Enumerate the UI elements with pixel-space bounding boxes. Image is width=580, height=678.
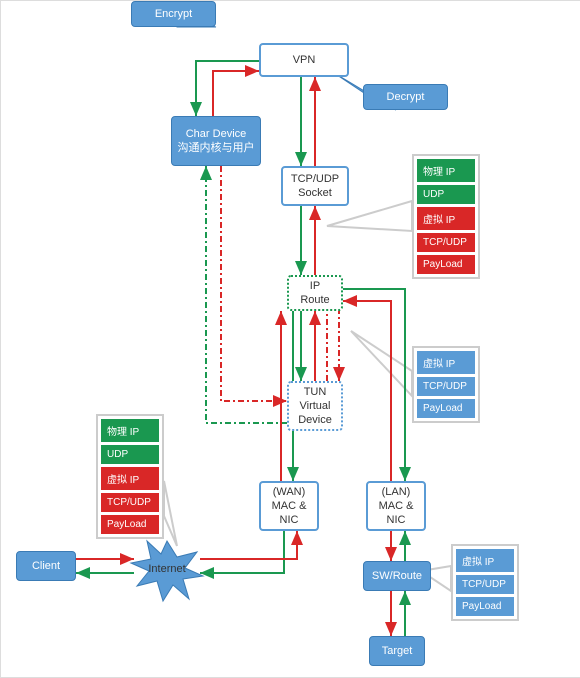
decrypt-label: Decrypt — [387, 90, 425, 104]
stack-item: 虚拟 IP — [417, 351, 475, 374]
node-wan: (WAN) MAC & NIC — [259, 481, 319, 531]
stack-2: 虚拟 IP TCP/UDP PayLoad — [412, 346, 480, 423]
wan-label: (WAN) MAC & NIC — [272, 485, 307, 528]
diagram-canvas: Encrypt Decrypt VPN Char Device 沟通内核与用户 … — [0, 0, 580, 678]
ip-route-label: IP Route — [300, 279, 329, 308]
node-internet: Internet — [131, 541, 203, 596]
node-tun: TUN Virtual Device — [287, 381, 343, 431]
target-label: Target — [382, 644, 413, 658]
stack-item: TCP/UDP — [456, 575, 514, 594]
stack-item: PayLoad — [101, 515, 159, 534]
stack-item: 虚拟 IP — [456, 549, 514, 572]
stack-item: UDP — [417, 185, 475, 204]
stack-item: TCP/UDP — [417, 377, 475, 396]
stack-item: 虚拟 IP — [417, 207, 475, 230]
lan-label: (LAN) MAC & NIC — [379, 485, 414, 528]
vpn-label: VPN — [293, 53, 316, 67]
stack-item: 虚拟 IP — [101, 467, 159, 490]
node-target: Target — [369, 636, 425, 666]
stack-item: 物理 IP — [417, 159, 475, 182]
stack-item: TCP/UDP — [101, 493, 159, 512]
node-ip-route: IP Route — [287, 275, 343, 311]
stack-3: 物理 IP UDP 虚拟 IP TCP/UDP PayLoad — [96, 414, 164, 539]
stack-4: 虚拟 IP TCP/UDP PayLoad — [451, 544, 519, 621]
stack-item: UDP — [101, 445, 159, 464]
stack-item: TCP/UDP — [417, 233, 475, 252]
node-vpn: VPN — [259, 43, 349, 77]
socket-label: TCP/UDP Socket — [291, 172, 339, 201]
node-client: Client — [16, 551, 76, 581]
stack-item: PayLoad — [417, 255, 475, 274]
internet-label: Internet — [148, 563, 185, 575]
stack-item: 物理 IP — [101, 419, 159, 442]
client-label: Client — [32, 559, 60, 573]
stack-1: 物理 IP UDP 虚拟 IP TCP/UDP PayLoad — [412, 154, 480, 279]
stack-item: PayLoad — [417, 399, 475, 418]
node-lan: (LAN) MAC & NIC — [366, 481, 426, 531]
node-char-device: Char Device 沟通内核与用户 — [171, 116, 261, 166]
node-socket: TCP/UDP Socket — [281, 166, 349, 206]
callout-encrypt: Encrypt — [131, 1, 216, 27]
tun-label: TUN Virtual Device — [298, 385, 332, 428]
node-sw-route: SW/Route — [363, 561, 431, 591]
callout-decrypt: Decrypt — [363, 84, 448, 110]
encrypt-label: Encrypt — [155, 7, 192, 21]
stack-item: PayLoad — [456, 597, 514, 616]
sw-route-label: SW/Route — [372, 569, 422, 583]
char-device-label: Char Device 沟通内核与用户 — [178, 127, 255, 156]
